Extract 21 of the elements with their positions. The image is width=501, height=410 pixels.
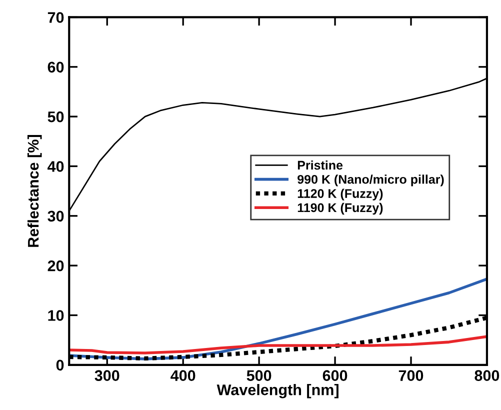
- y-tick-label: 10: [48, 310, 64, 321]
- y-axis-title: Reflectance [%]: [27, 135, 42, 247]
- legend-label: 1120 K (Fuzzy): [298, 188, 383, 200]
- x-tick-label: 800: [474, 370, 500, 381]
- x-axis-title: Wavelength [nm]: [216, 384, 338, 398]
- y-tick-label: 60: [48, 62, 64, 73]
- x-tick-label: 500: [246, 370, 272, 381]
- x-tick-label: 300: [94, 370, 120, 382]
- legend-label: Pristine: [298, 160, 343, 170]
- x-tick-label: 600: [322, 370, 348, 381]
- y-tick-label: 20: [48, 260, 64, 272]
- y-tick-label: 40: [48, 161, 64, 172]
- line-series: [69, 335, 487, 354]
- y-tick-label: 70: [48, 12, 64, 23]
- x-tick-label: 400: [170, 370, 196, 381]
- y-tick-label: 0: [56, 360, 64, 371]
- x-tick-label: 700: [398, 370, 424, 381]
- y-tick-label: 50: [48, 111, 64, 122]
- legend-label: 1190 K (Fuzzy): [298, 202, 383, 215]
- y-tick-label: 30: [48, 210, 64, 222]
- legend-label: 990 K (Nano/micro pillar): [298, 174, 444, 186]
